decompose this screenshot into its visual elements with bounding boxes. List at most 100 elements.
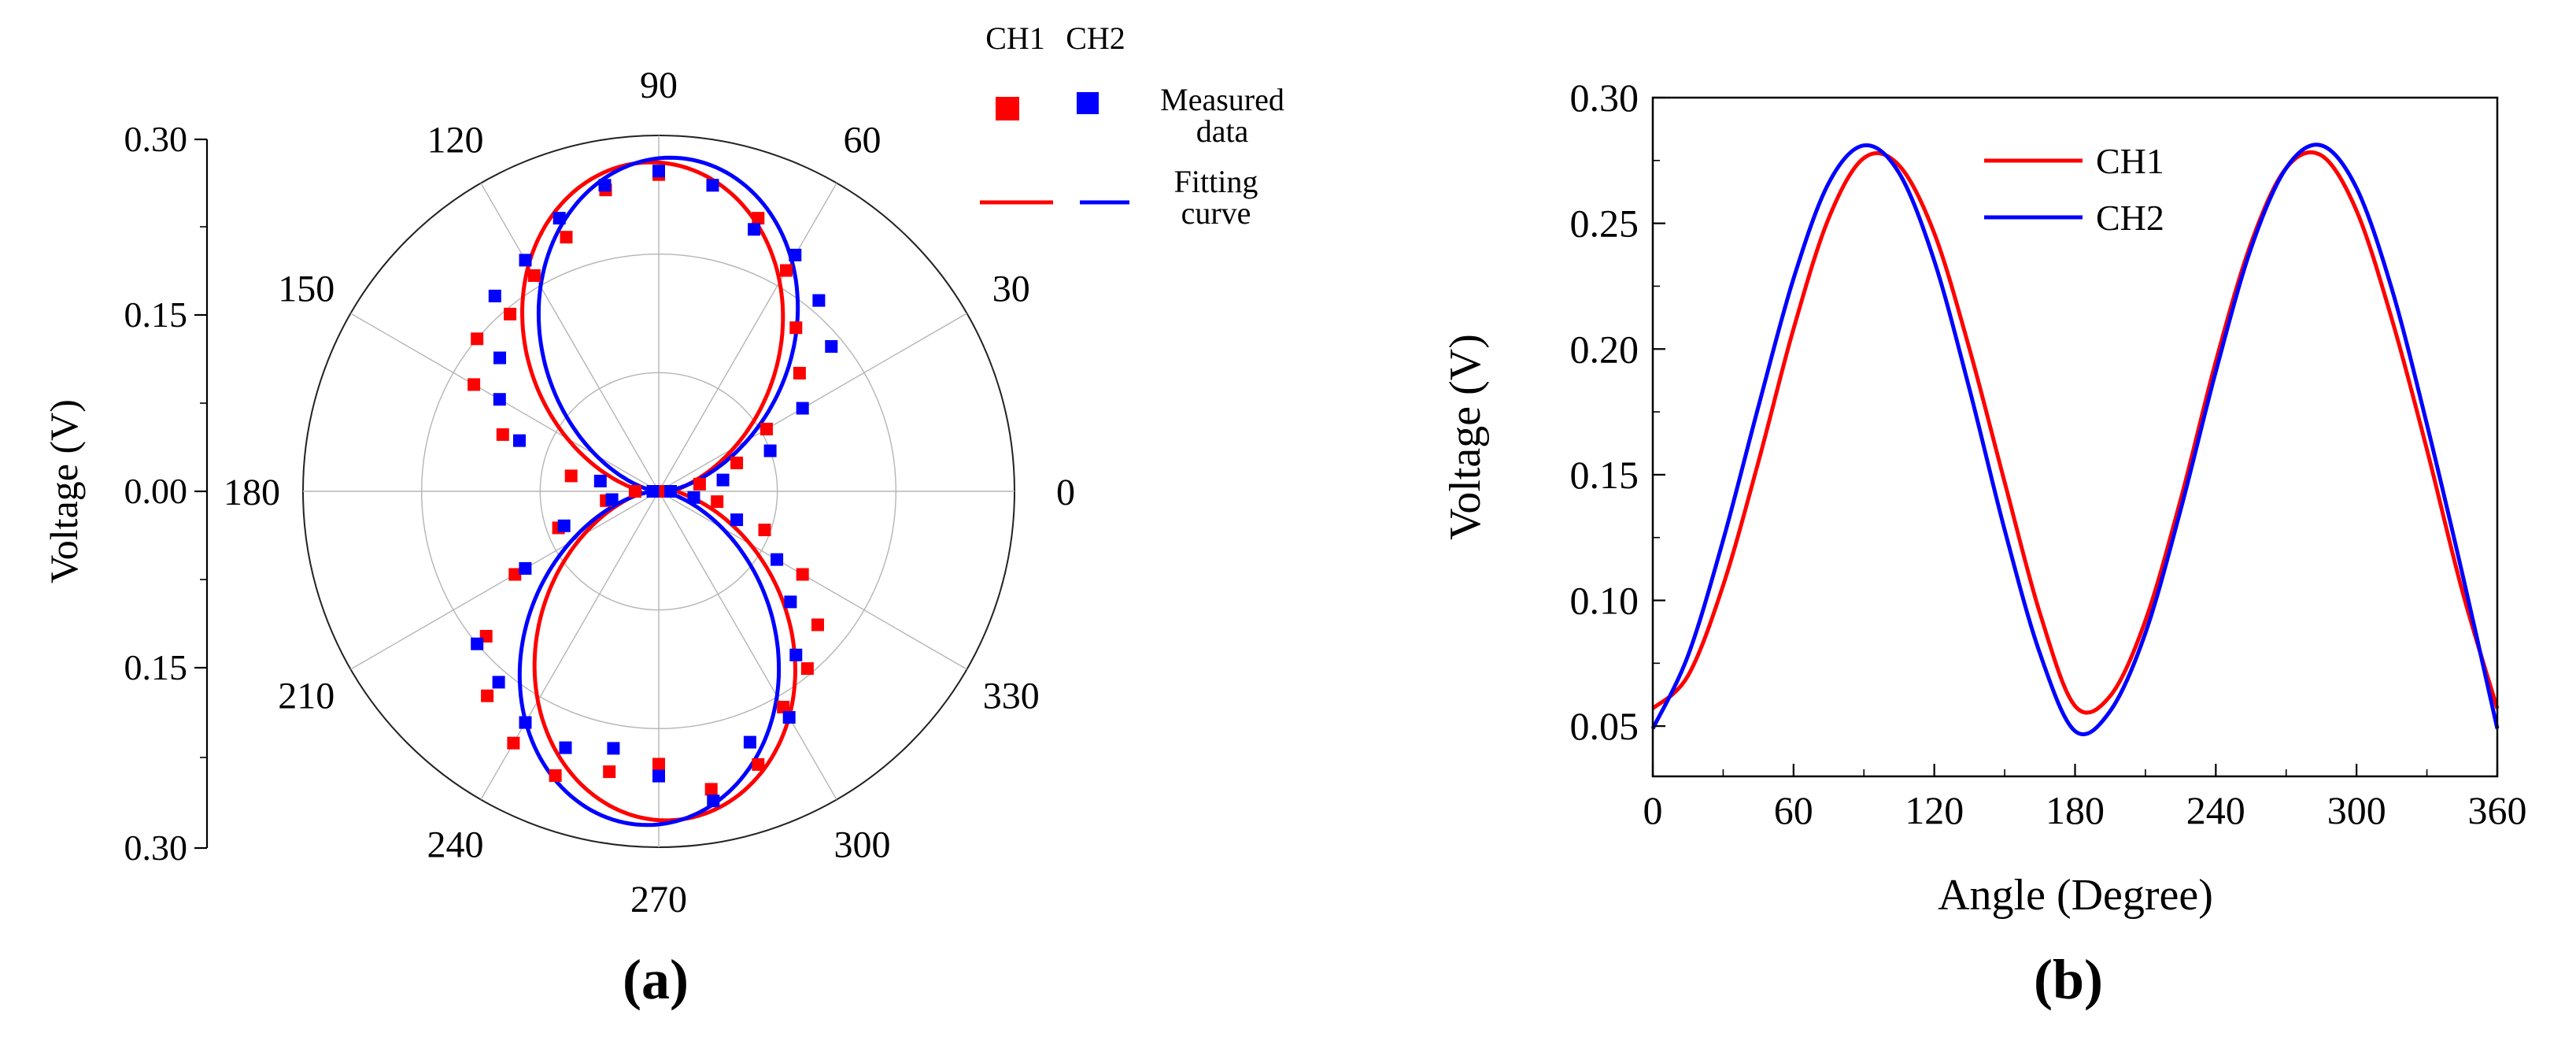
- y-tick-label: 0.10: [1570, 579, 1639, 623]
- polar-grid-spoke: [658, 183, 837, 492]
- polar-point-ch2: [519, 561, 532, 575]
- polar-grid-spoke: [350, 491, 660, 670]
- polar-point-ch1: [752, 212, 765, 225]
- polar-point-ch2: [763, 444, 777, 457]
- polar-point-ch2: [519, 716, 532, 729]
- panel-a-legend: CH1 CH2 Measured data Fitting curve: [980, 20, 1284, 231]
- panel-a-caption: (a): [623, 948, 689, 1011]
- polar-point-ch1: [603, 765, 616, 779]
- line-series-ch1: [1651, 150, 2500, 715]
- polar-point-ch2: [493, 393, 506, 406]
- legend-curve-label: curve: [1181, 195, 1251, 231]
- line-series-ch2: [1650, 143, 2500, 737]
- polar-point-ch2: [789, 248, 802, 261]
- polar-grid-spoke: [658, 491, 967, 670]
- polar-point-ch1: [496, 428, 509, 441]
- polar-point-ch1: [508, 568, 522, 581]
- polar-point-ch2: [593, 474, 607, 487]
- y-tick-label: 0.15: [1570, 453, 1639, 497]
- polar-point-ch1: [777, 701, 790, 713]
- x-tick-label: 180: [2046, 788, 2105, 832]
- polar-point-ch2: [553, 212, 566, 225]
- polar-point-ch1: [549, 769, 562, 782]
- polar-angle-label: 30: [992, 269, 1030, 310]
- polar-point-ch2: [707, 794, 720, 808]
- legend-ch2-label: CH2: [1066, 20, 1125, 56]
- line-axes-ticks: 0 60 120 180 240 300 360 0.05 0.10 0.15 0.20 0.25 0.…: [1570, 76, 2527, 832]
- polar-point-ch2: [493, 351, 506, 365]
- y-axis-label: Voltage (V): [1441, 334, 1490, 540]
- y-tick-label: 0.25: [1570, 202, 1639, 246]
- radial-tick-label: 0.00: [124, 471, 188, 511]
- polar-angle-label: 90: [640, 65, 678, 106]
- polar-angle-label: 210: [278, 676, 334, 717]
- polar-point-ch1: [780, 264, 793, 277]
- polar-angle-labels: 0 30 60 90 120 150 180 210 240 270 300 330: [224, 65, 1075, 920]
- line-series: [1650, 143, 2500, 737]
- y-tick-label: 0.05: [1570, 704, 1639, 748]
- polar-point-ch2: [557, 519, 571, 532]
- polar-point-ch1: [758, 524, 771, 536]
- polar-point-ch1: [527, 269, 541, 282]
- polar-point-ch2: [664, 485, 678, 498]
- polar-point-ch2: [488, 289, 501, 302]
- polar-point-ch1: [481, 689, 494, 702]
- panel-b-line-chart: 0 60 120 180 240 300 360 0.05 0.10 0.15 0.20 0.25 0.…: [1441, 76, 2527, 1011]
- x-tick-label: 360: [2468, 788, 2527, 832]
- polar-point-ch2: [812, 294, 826, 307]
- polar-angle-label: 300: [834, 824, 891, 866]
- panel-b-legend: CH1 CH2: [1984, 141, 2164, 238]
- polar-point-ch2: [646, 485, 660, 498]
- polar-grid-spoke: [658, 491, 837, 800]
- polar-point-ch1: [789, 321, 803, 335]
- polar-point-ch2: [598, 179, 612, 192]
- polar-point-ch2: [782, 711, 796, 724]
- polar-point-ch1: [507, 736, 520, 750]
- y-tick-label: 0.20: [1570, 327, 1639, 371]
- polar-angle-label: 270: [630, 879, 687, 920]
- polar-point-ch1: [793, 366, 806, 380]
- polar-point-ch1: [730, 456, 744, 469]
- polar-point-ch2: [607, 742, 620, 755]
- polar-point-ch2: [687, 491, 700, 504]
- polar-point-ch1: [800, 662, 814, 676]
- legend-ch2-label: CH2: [2096, 198, 2164, 238]
- polar-point-ch1: [652, 757, 665, 771]
- polar-angle-label: 240: [427, 824, 484, 866]
- polar-point-ch1: [504, 307, 517, 320]
- polar-point-ch2: [652, 769, 665, 783]
- polar-grid-spoke: [658, 313, 967, 492]
- polar-angle-label: 60: [844, 119, 881, 161]
- polar-point-ch2: [559, 741, 572, 754]
- x-axis-label: Angle (Degree): [1938, 871, 2213, 920]
- polar-point-ch1: [468, 378, 481, 391]
- panel-a-y-axis-label: Voltage (V): [42, 399, 86, 583]
- radial-tick-label: 0.15: [124, 294, 188, 335]
- polar-point-ch1: [628, 485, 641, 498]
- polar-point-ch1: [711, 495, 724, 509]
- polar-angle-label: 150: [278, 269, 334, 310]
- polar-point-ch2: [743, 735, 756, 749]
- radial-scale-axis: 0.30 0.15 0.00 0.15 0.30 Voltage (V): [42, 119, 209, 868]
- polar-point-ch1: [704, 783, 718, 796]
- x-tick-label: 120: [1905, 788, 1964, 832]
- polar-measured-points: [468, 165, 838, 808]
- polar-point-ch2: [748, 223, 761, 236]
- polar-point-ch1: [693, 477, 706, 491]
- radial-tick-label: 0.30: [124, 119, 188, 159]
- polar-point-ch2: [605, 493, 619, 506]
- plot-frame: [1651, 96, 2499, 778]
- polar-grid-spoke: [480, 183, 660, 492]
- legend-ch1-label: CH1: [985, 20, 1045, 56]
- polar-angle-label: 180: [224, 472, 280, 513]
- polar-point-ch2: [771, 553, 784, 566]
- polar-point-ch1: [752, 757, 765, 771]
- polar-point-ch2: [652, 165, 665, 178]
- panel-a-polar-chart: 0.30 0.15 0.00 0.15 0.30 Voltage (V) 0 30…: [42, 20, 1284, 1011]
- legend-ch1-label: CH1: [2096, 141, 2164, 181]
- x-tick-label: 60: [1774, 788, 1813, 832]
- panel-b-caption: (b): [2034, 948, 2103, 1011]
- polar-angle-label: 0: [1056, 472, 1075, 513]
- polar-angle-label: 120: [427, 119, 484, 161]
- y-tick-label: 0.30: [1570, 76, 1639, 120]
